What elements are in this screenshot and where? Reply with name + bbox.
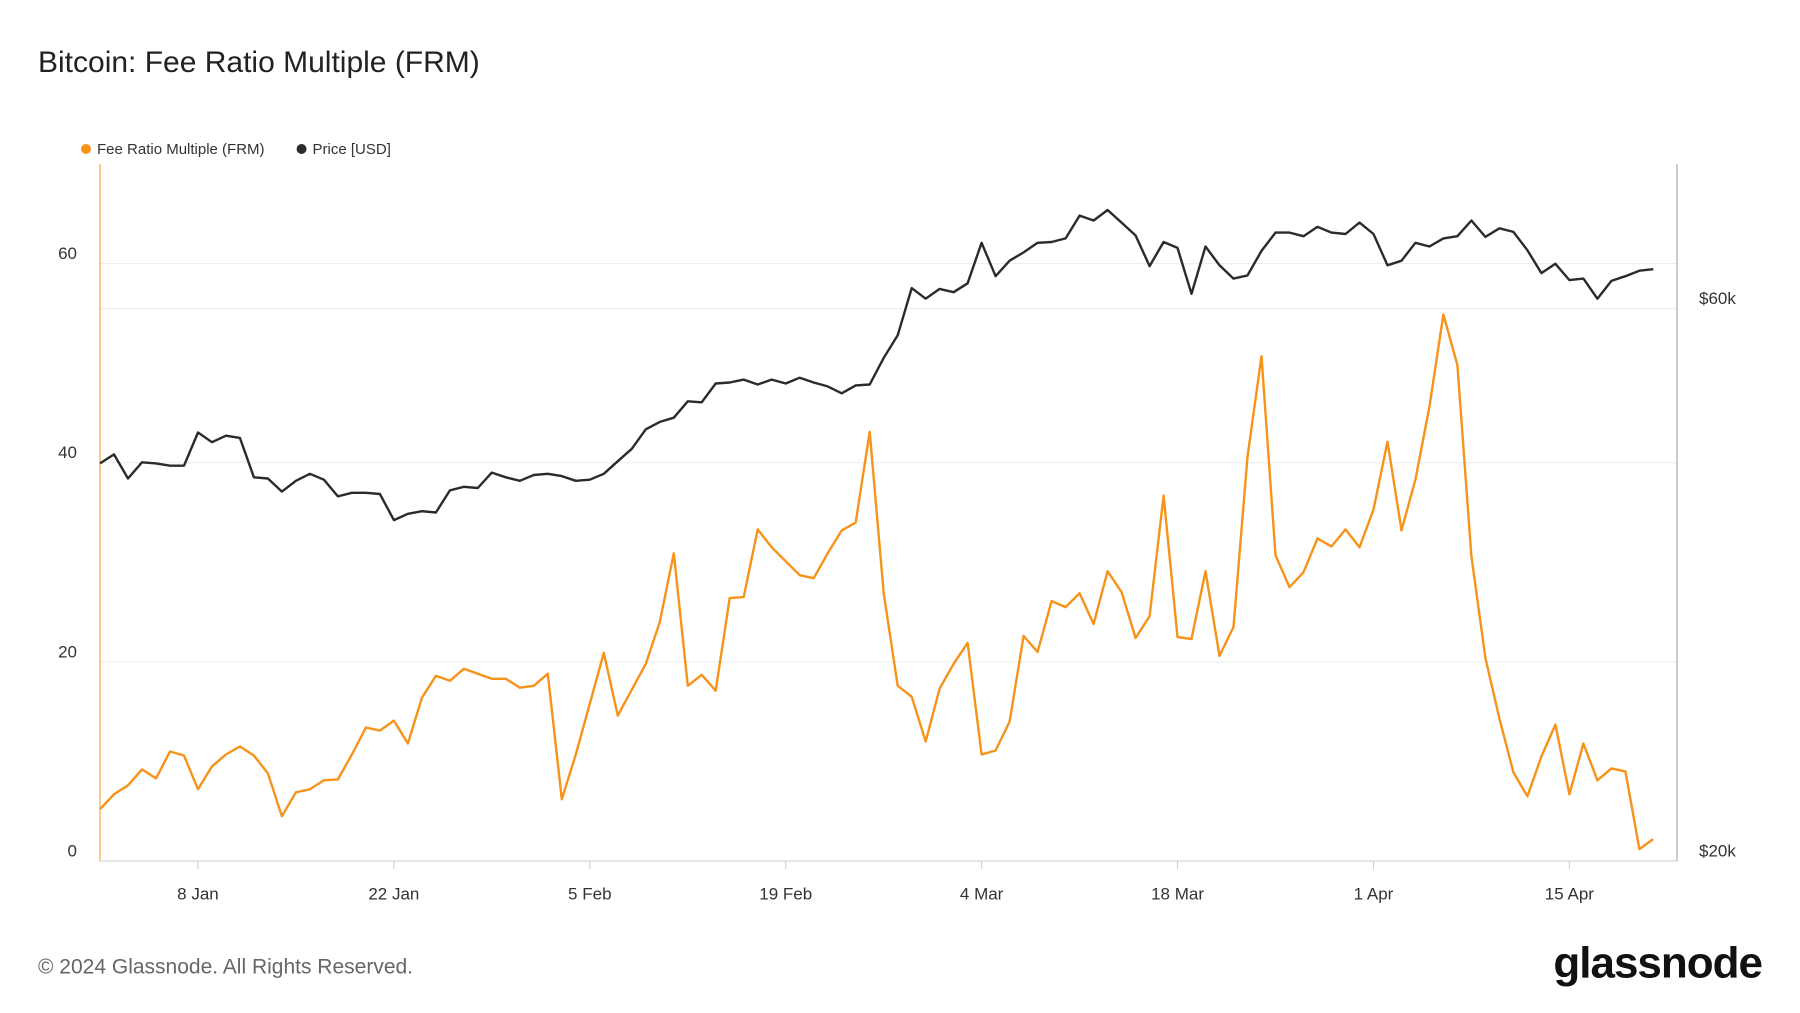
y2-tick-label: $20k <box>1699 841 1736 860</box>
series-line <box>99 313 1655 851</box>
x-tick-label: 22 Jan <box>368 884 419 903</box>
y-tick-label: 20 <box>58 642 77 661</box>
x-tick-label: 5 Feb <box>568 884 611 903</box>
legend-label: Price [USD] <box>313 141 391 158</box>
chart-title: Bitcoin: Fee Ratio Multiple (FRM) <box>38 46 480 79</box>
legend-marker <box>296 144 307 154</box>
legend-label: Fee Ratio Multiple (FRM) <box>97 141 265 158</box>
x-tick-label: 8 Jan <box>177 884 219 903</box>
legend: Fee Ratio Multiple (FRM) Price [USD] <box>81 141 391 158</box>
y-tick-label: 40 <box>58 443 77 462</box>
x-tick-label: 19 Feb <box>759 884 812 903</box>
logo: glassnode <box>1553 939 1762 988</box>
x-tick-label: 15 Apr <box>1545 884 1594 903</box>
series-line <box>99 208 1654 522</box>
y-tick-label: 0 <box>68 841 77 860</box>
legend-marker <box>81 144 91 154</box>
copyright: © 2024 Glassnode. All Rights Reserved. <box>38 956 413 979</box>
y-tick-label: 60 <box>58 244 77 263</box>
x-tick-label: 1 Apr <box>1354 884 1394 903</box>
x-tick-label: 18 Mar <box>1151 884 1204 903</box>
x-tick-label: 4 Mar <box>960 884 1004 903</box>
y2-tick-label: $60k <box>1699 289 1736 308</box>
